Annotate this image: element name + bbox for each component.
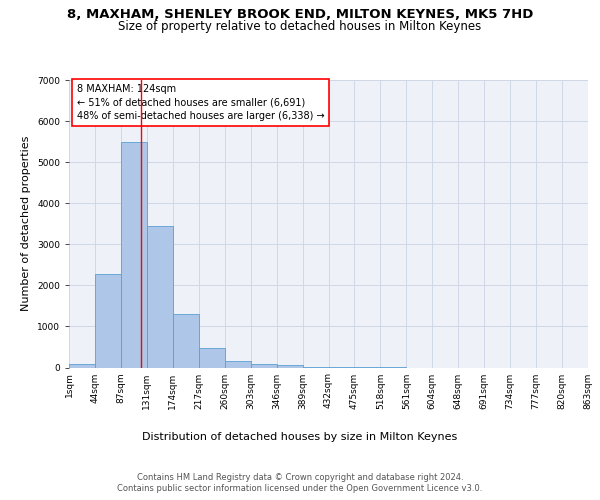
Bar	[277, 366, 302, 368]
Bar	[302, 366, 329, 368]
Bar	[251, 364, 277, 368]
Text: Distribution of detached houses by size in Milton Keynes: Distribution of detached houses by size …	[142, 432, 458, 442]
Bar	[173, 314, 199, 368]
Text: Size of property relative to detached houses in Milton Keynes: Size of property relative to detached ho…	[118, 20, 482, 33]
Text: 8 MAXHAM: 124sqm
← 51% of detached houses are smaller (6,691)
48% of semi-detach: 8 MAXHAM: 124sqm ← 51% of detached house…	[77, 84, 325, 120]
Bar	[69, 364, 95, 368]
Bar	[95, 274, 121, 368]
Text: Contains public sector information licensed under the Open Government Licence v3: Contains public sector information licen…	[118, 484, 482, 493]
Bar	[199, 348, 224, 368]
Text: Contains HM Land Registry data © Crown copyright and database right 2024.: Contains HM Land Registry data © Crown c…	[137, 472, 463, 482]
Y-axis label: Number of detached properties: Number of detached properties	[22, 136, 31, 312]
Text: 8, MAXHAM, SHENLEY BROOK END, MILTON KEYNES, MK5 7HD: 8, MAXHAM, SHENLEY BROOK END, MILTON KEY…	[67, 8, 533, 20]
Bar	[121, 142, 147, 368]
Bar	[147, 226, 173, 368]
Bar	[225, 361, 251, 368]
